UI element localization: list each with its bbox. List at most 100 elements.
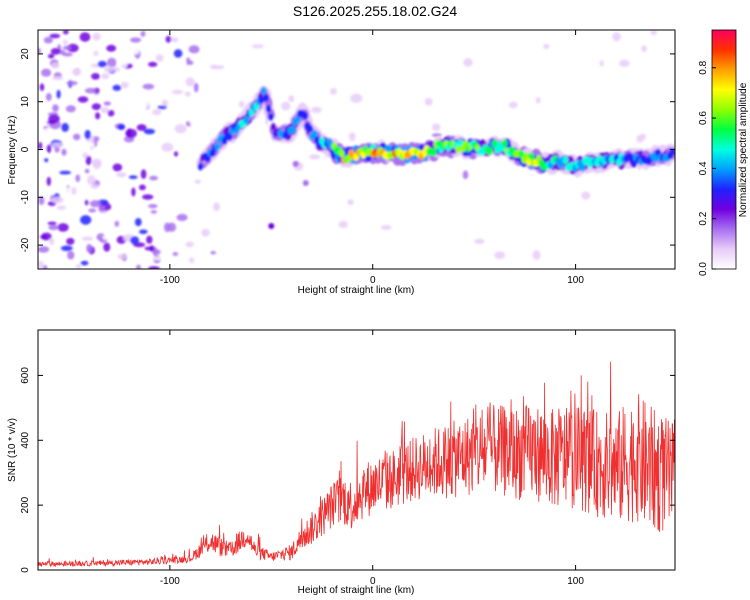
ridge-blob bbox=[528, 152, 535, 161]
noise-blob bbox=[194, 179, 201, 184]
noise-blob bbox=[90, 184, 100, 189]
colorbar-ticks: 0.0 0.2 0.4 0.6 0.8 bbox=[698, 60, 716, 276]
spectrogram-y-tick-label: -20 bbox=[20, 237, 31, 252]
noise-blob bbox=[161, 142, 174, 152]
noise-blob bbox=[120, 81, 129, 89]
noise-blob bbox=[63, 187, 72, 195]
noise-blob bbox=[93, 159, 101, 170]
noise-blob bbox=[93, 136, 100, 142]
noise-blob bbox=[348, 132, 356, 142]
noise-blob bbox=[153, 249, 161, 255]
noise-blob bbox=[97, 60, 107, 68]
noise-blob bbox=[91, 73, 100, 80]
ridge-blob bbox=[492, 139, 498, 148]
noise-blob bbox=[107, 110, 115, 117]
ridge-blob bbox=[258, 95, 265, 104]
noise-blob bbox=[59, 170, 72, 175]
ridge-blob bbox=[263, 94, 269, 102]
noise-blob bbox=[210, 64, 218, 70]
ridge-blob bbox=[260, 86, 267, 95]
noise-blob bbox=[171, 89, 184, 95]
noise-blob bbox=[338, 221, 348, 228]
noise-blob bbox=[640, 133, 646, 140]
noise-blob bbox=[106, 44, 117, 52]
snr-y-tick-label: 400 bbox=[20, 431, 31, 448]
noise-blob bbox=[63, 39, 68, 46]
noise-blob bbox=[80, 215, 92, 225]
noise-blob bbox=[88, 208, 97, 213]
noise-blob bbox=[142, 194, 154, 200]
noise-blob bbox=[612, 32, 621, 42]
ridge-blob bbox=[311, 129, 318, 138]
ridge-blob bbox=[306, 124, 313, 133]
noise-blob bbox=[43, 265, 48, 269]
noise-blob bbox=[43, 157, 49, 163]
noise-blob bbox=[139, 229, 148, 235]
noise-blob bbox=[650, 30, 657, 36]
ridge-blob bbox=[652, 154, 659, 163]
noise-blob bbox=[184, 91, 191, 97]
noise-blob bbox=[87, 175, 96, 186]
ridge-blob bbox=[562, 156, 569, 164]
noise-blob bbox=[98, 205, 106, 212]
colorbar-tick-label: 0.2 bbox=[698, 211, 709, 225]
noise-blob bbox=[288, 95, 295, 103]
noise-blob bbox=[71, 187, 77, 195]
noise-blob bbox=[648, 43, 659, 53]
noise-blob bbox=[167, 222, 177, 232]
noise-blob bbox=[84, 129, 91, 140]
snr-frame bbox=[37, 329, 676, 571]
noise-blob bbox=[494, 251, 506, 260]
noise-blob bbox=[251, 44, 264, 49]
noise-blob bbox=[463, 58, 473, 67]
ridge-blob bbox=[338, 149, 345, 158]
noise-blob bbox=[47, 221, 57, 226]
noise-blob bbox=[213, 202, 221, 211]
noise-blob bbox=[61, 122, 69, 132]
noise-blob bbox=[104, 66, 116, 73]
noise-blob bbox=[38, 246, 50, 253]
ridge-blob bbox=[302, 179, 309, 186]
noise-blob bbox=[149, 175, 159, 181]
noise-blob bbox=[152, 108, 162, 116]
noise-blob bbox=[61, 148, 67, 156]
noise-blob bbox=[515, 72, 521, 82]
noise-blob bbox=[380, 225, 392, 230]
noise-blob bbox=[238, 100, 245, 108]
noise-blob bbox=[509, 101, 518, 109]
noise-blob bbox=[114, 220, 120, 227]
noise-blob bbox=[150, 210, 157, 214]
noise-blob bbox=[84, 141, 95, 148]
noise-blob bbox=[131, 187, 136, 197]
ridge-blob bbox=[455, 145, 462, 154]
noise-blob bbox=[581, 191, 591, 200]
noise-blob bbox=[74, 67, 81, 76]
noise-blob bbox=[238, 238, 250, 248]
noise-blob bbox=[100, 107, 110, 114]
noise-blob bbox=[151, 256, 162, 261]
noise-blob bbox=[112, 84, 122, 91]
noise-blob bbox=[73, 133, 81, 141]
noise-blob bbox=[157, 105, 167, 110]
noise-blob bbox=[126, 128, 132, 138]
spectrogram-y-tick-label: 10 bbox=[20, 96, 31, 108]
snr-y-tick-label: 200 bbox=[20, 496, 31, 513]
noise-blob bbox=[143, 99, 150, 109]
noise-blob bbox=[46, 176, 51, 186]
spectrogram-y-tick-label: 0 bbox=[20, 146, 31, 152]
noise-blob bbox=[39, 83, 45, 91]
snr-y-tick-label: 0 bbox=[20, 567, 31, 573]
noise-blob bbox=[136, 124, 147, 131]
noise-blob bbox=[361, 255, 370, 263]
noise-blob bbox=[189, 257, 195, 264]
noise-blob bbox=[172, 252, 179, 256]
snr-y-label: SNR (10 * v/v) bbox=[7, 418, 18, 482]
noise-blob bbox=[305, 245, 315, 256]
colorbar-label: Normalized spectral amplitude bbox=[738, 82, 749, 217]
noise-blob bbox=[48, 224, 59, 231]
noise-blob bbox=[641, 45, 647, 53]
ridge-blob bbox=[292, 160, 299, 167]
noise-blob bbox=[60, 245, 73, 252]
noise-blob bbox=[532, 79, 541, 84]
ridge-blob bbox=[501, 139, 508, 148]
